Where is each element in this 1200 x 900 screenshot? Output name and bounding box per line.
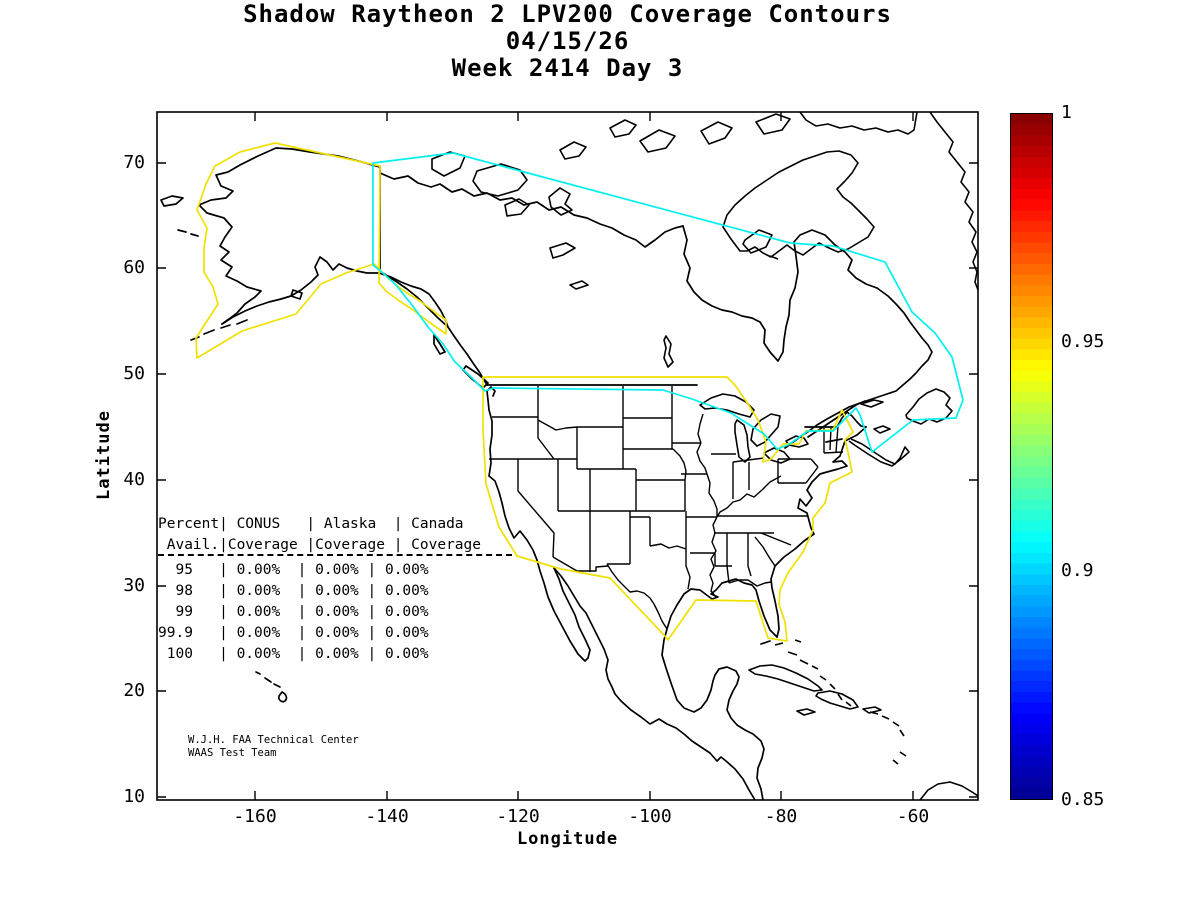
colorbar-label: 0.95: [1061, 331, 1105, 352]
coverage-table-separator: [158, 554, 512, 556]
y-tick-label: 60: [123, 257, 145, 278]
y-tick-label: 50: [123, 363, 145, 384]
islands: [431, 112, 978, 800]
x-tick-label: -80: [764, 806, 798, 827]
x-axis-title: Longitude: [516, 829, 619, 849]
plot-title: Shadow Raytheon 2 LPV200 Coverage Contou…: [243, 0, 892, 28]
x-tick-label: -100: [628, 806, 672, 827]
x-tick-label: -160: [233, 806, 277, 827]
credit-line-1: W.J.H. FAA Technical Center: [188, 734, 359, 746]
y-tick-label: 40: [123, 469, 145, 490]
coverage-table-rows: 95 | 0.00% | 0.00% | 0.00% 98 | 0.00% | …: [158, 562, 429, 662]
y-axis-title: Latitude: [94, 410, 114, 500]
credit-line-2: WAAS Test Team: [188, 747, 277, 759]
plot-week-day: Week 2414 Day 3: [451, 54, 684, 82]
x-tick-label: -120: [496, 806, 540, 827]
colorbar-label: 0.85: [1061, 789, 1105, 810]
y-tick-label: 30: [123, 575, 145, 596]
state-borders: [489, 386, 844, 630]
contour-095-yellow: [195, 142, 854, 642]
map-layers: [160, 112, 978, 800]
coverage-table-header: Percent| CONUS | Alaska | Canada Avail.|…: [158, 516, 482, 553]
coverage-contours: [195, 142, 964, 642]
title-block: Shadow Raytheon 2 LPV200 Coverage Contou…: [157, 1, 978, 82]
colorbar-label: 0.9: [1061, 560, 1094, 581]
y-tick-label: 20: [123, 680, 145, 701]
credit-annotation: W.J.H. FAA Technical Center WAAS Test Te…: [188, 734, 359, 760]
axes-box: [156, 111, 1052, 801]
y-tick-label: 70: [123, 152, 145, 173]
colorbar: [1010, 113, 1053, 800]
colorbar-label: 1: [1061, 102, 1072, 123]
x-tick-label: -60: [896, 806, 930, 827]
y-tick-label: 10: [123, 786, 145, 807]
contour-090-cyan: [372, 152, 964, 453]
x-tick-label: -140: [365, 806, 409, 827]
tick-marks: [157, 112, 978, 800]
plot-date: 04/15/26: [505, 27, 630, 55]
